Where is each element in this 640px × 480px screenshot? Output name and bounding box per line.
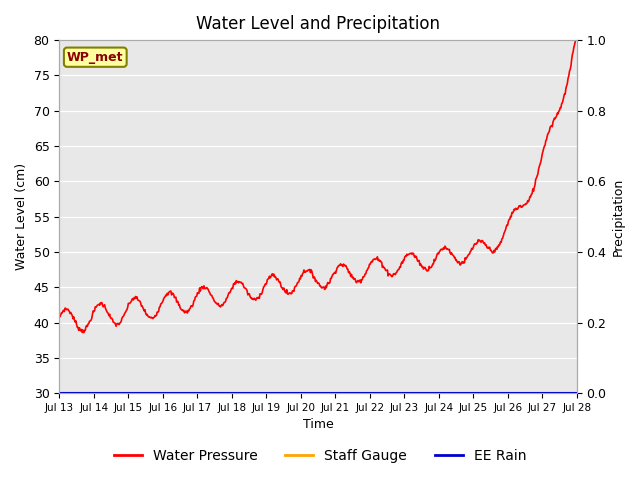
Text: WP_met: WP_met xyxy=(67,51,124,64)
Y-axis label: Precipitation: Precipitation xyxy=(612,178,625,256)
Title: Water Level and Precipitation: Water Level and Precipitation xyxy=(196,15,440,33)
Y-axis label: Water Level (cm): Water Level (cm) xyxy=(15,163,28,270)
Legend: Water Pressure, Staff Gauge, EE Rain: Water Pressure, Staff Gauge, EE Rain xyxy=(108,443,532,468)
X-axis label: Time: Time xyxy=(303,419,333,432)
